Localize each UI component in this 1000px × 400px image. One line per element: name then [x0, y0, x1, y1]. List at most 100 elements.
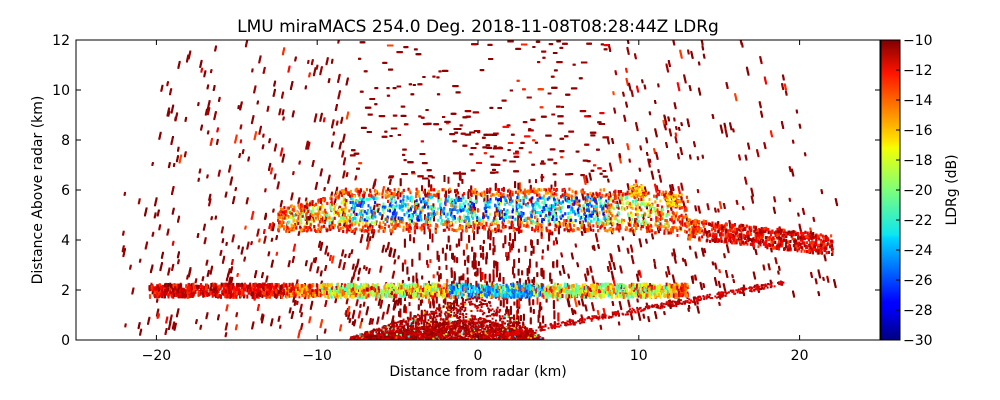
data-cell	[395, 127, 398, 130]
data-cell	[172, 240, 175, 243]
data-cell	[213, 85, 216, 87]
data-cell	[471, 246, 474, 249]
data-cell	[429, 284, 432, 287]
data-cell	[168, 162, 171, 165]
data-cell	[592, 169, 595, 172]
data-cell	[518, 182, 521, 185]
data-cell	[246, 197, 249, 200]
data-cell	[614, 70, 617, 73]
data-cell	[820, 189, 823, 192]
data-cell	[418, 252, 421, 255]
data-cell	[558, 270, 561, 273]
data-cell	[348, 311, 351, 314]
data-cell	[427, 244, 430, 247]
data-cell	[509, 245, 512, 248]
data-cell	[458, 276, 461, 279]
data-cell	[732, 128, 735, 131]
data-cell	[482, 254, 485, 257]
data-cell	[167, 228, 170, 231]
data-cell	[423, 309, 426, 312]
data-cell	[407, 224, 410, 226]
data-cell	[122, 230, 125, 233]
data-cell	[763, 76, 766, 79]
data-cell	[177, 259, 180, 262]
data-cell	[641, 79, 644, 82]
data-cell	[720, 126, 723, 129]
data-cell	[355, 175, 358, 178]
data-cell	[505, 306, 508, 309]
data-cell	[257, 100, 259, 103]
data-cell	[694, 274, 697, 277]
data-cell	[697, 87, 700, 90]
data-cell	[385, 248, 388, 251]
data-cell	[572, 309, 575, 312]
data-cell	[307, 216, 310, 218]
data-cell	[554, 173, 557, 176]
data-cell	[437, 76, 440, 79]
data-cell	[394, 259, 397, 262]
data-cell	[638, 167, 641, 170]
data-cell	[359, 57, 362, 60]
data-cell	[301, 322, 304, 325]
data-cell	[156, 298, 159, 301]
data-cell	[655, 185, 658, 188]
data-cell	[247, 241, 250, 244]
data-cell	[369, 106, 372, 109]
data-cell	[271, 237, 274, 240]
data-cell	[738, 154, 741, 157]
data-cell	[468, 234, 471, 237]
data-cell	[467, 255, 470, 258]
data-cell	[373, 98, 376, 100]
data-cell	[417, 317, 420, 320]
data-cell	[244, 225, 247, 228]
data-cell	[591, 245, 594, 248]
data-cell	[496, 262, 499, 264]
data-cell	[227, 272, 230, 275]
data-cell	[314, 67, 317, 70]
data-cell	[444, 252, 447, 255]
data-cell	[444, 190, 447, 193]
data-cell	[294, 243, 296, 246]
data-cell	[461, 178, 464, 181]
data-cell	[353, 309, 356, 312]
data-cell	[445, 264, 448, 267]
data-cell	[453, 255, 456, 258]
data-cell	[758, 101, 761, 104]
data-cell	[431, 233, 434, 236]
data-cell	[773, 196, 776, 199]
data-cell	[617, 321, 620, 324]
data-cell	[157, 209, 160, 212]
data-cell	[772, 206, 775, 209]
data-cell	[189, 267, 192, 270]
data-cell	[460, 124, 463, 127]
data-cell	[271, 167, 274, 170]
data-cell	[428, 280, 430, 283]
data-cell	[656, 208, 659, 211]
data-cell	[671, 184, 674, 186]
data-cell	[605, 48, 608, 51]
data-cell	[353, 149, 356, 152]
data-cell	[152, 231, 155, 234]
data-cell	[354, 319, 357, 322]
data-cell	[608, 162, 611, 165]
data-cell	[452, 280, 455, 283]
data-cell	[555, 211, 557, 214]
data-cell	[529, 184, 532, 187]
data-cell	[261, 272, 264, 275]
data-cell	[668, 128, 671, 131]
data-cell	[578, 204, 581, 206]
data-cell	[648, 111, 651, 114]
data-cell	[236, 273, 239, 275]
data-cell	[122, 245, 125, 248]
data-cell	[533, 163, 536, 166]
data-cell	[769, 130, 772, 133]
data-cell	[326, 245, 328, 248]
data-cell	[172, 104, 175, 107]
data-cell	[536, 239, 539, 241]
data-cell	[296, 300, 299, 303]
data-cell	[257, 228, 260, 231]
data-cell	[298, 160, 301, 163]
data-cell	[468, 115, 471, 118]
data-cell	[464, 172, 466, 175]
data-cell	[167, 81, 169, 84]
